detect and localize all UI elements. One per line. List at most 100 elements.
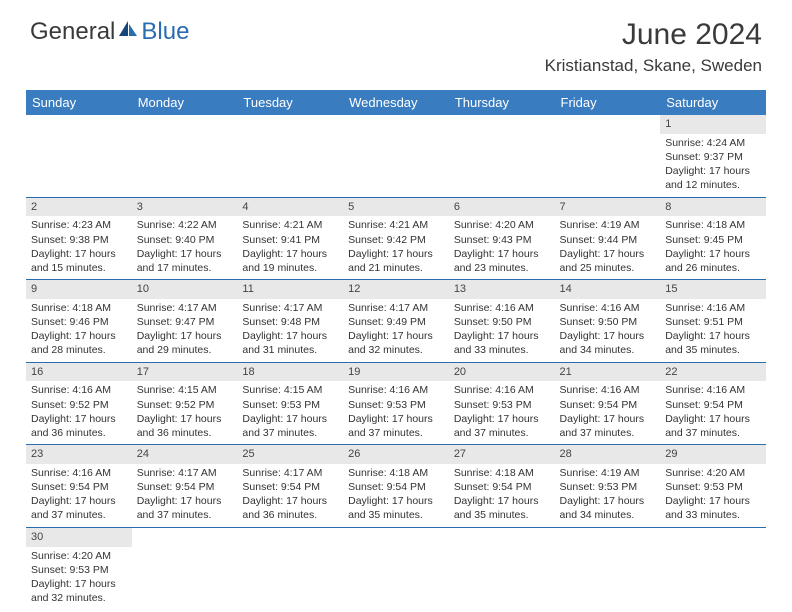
daylight-text-2: and 21 minutes. [348, 261, 444, 275]
daylight-text-1: Daylight: 17 hours [348, 329, 444, 343]
daylight-text-1: Daylight: 17 hours [137, 247, 233, 261]
day-number: 15 [660, 280, 766, 299]
sunset-text: Sunset: 9:54 PM [137, 480, 233, 494]
sunrise-text: Sunrise: 4:21 AM [242, 218, 338, 232]
daylight-text-1: Daylight: 17 hours [560, 329, 656, 343]
page-header: General Blue June 2024 Kristianstad, Ska… [0, 0, 792, 84]
sunset-text: Sunset: 9:54 PM [348, 480, 444, 494]
calendar-day-cell [132, 115, 238, 197]
daylight-text-1: Daylight: 17 hours [454, 247, 550, 261]
daylight-text-1: Daylight: 17 hours [31, 412, 127, 426]
sunset-text: Sunset: 9:51 PM [665, 315, 761, 329]
calendar-day-cell: 14Sunrise: 4:16 AMSunset: 9:50 PMDayligh… [555, 280, 661, 363]
daylight-text-2: and 37 minutes. [137, 508, 233, 522]
calendar-week-row: 1Sunrise: 4:24 AMSunset: 9:37 PMDaylight… [26, 115, 766, 197]
day-number: 23 [26, 445, 132, 464]
sunset-text: Sunset: 9:54 PM [665, 398, 761, 412]
daylight-text-2: and 23 minutes. [454, 261, 550, 275]
day-number: 6 [449, 198, 555, 217]
col-saturday: Saturday [660, 90, 766, 115]
day-number: 22 [660, 363, 766, 382]
logo-text-general: General [30, 18, 115, 46]
calendar-day-cell: 15Sunrise: 4:16 AMSunset: 9:51 PMDayligh… [660, 280, 766, 363]
sunrise-text: Sunrise: 4:17 AM [242, 301, 338, 315]
calendar-day-cell [343, 527, 449, 609]
daylight-text-1: Daylight: 17 hours [454, 412, 550, 426]
daylight-text-1: Daylight: 17 hours [665, 494, 761, 508]
calendar-day-cell: 30Sunrise: 4:20 AMSunset: 9:53 PMDayligh… [26, 527, 132, 609]
daylight-text-1: Daylight: 17 hours [665, 247, 761, 261]
sunrise-text: Sunrise: 4:23 AM [31, 218, 127, 232]
calendar-day-cell [237, 527, 343, 609]
calendar-day-cell: 18Sunrise: 4:15 AMSunset: 9:53 PMDayligh… [237, 362, 343, 445]
day-number: 2 [26, 198, 132, 217]
daylight-text-2: and 25 minutes. [560, 261, 656, 275]
calendar-day-cell [237, 115, 343, 197]
daylight-text-2: and 37 minutes. [560, 426, 656, 440]
sunset-text: Sunset: 9:37 PM [665, 150, 761, 164]
calendar-day-cell: 23Sunrise: 4:16 AMSunset: 9:54 PMDayligh… [26, 445, 132, 528]
daylight-text-1: Daylight: 17 hours [454, 329, 550, 343]
sunrise-text: Sunrise: 4:16 AM [31, 466, 127, 480]
calendar-day-cell: 6Sunrise: 4:20 AMSunset: 9:43 PMDaylight… [449, 197, 555, 280]
day-number: 3 [132, 198, 238, 217]
daylight-text-2: and 15 minutes. [31, 261, 127, 275]
day-number: 24 [132, 445, 238, 464]
col-wednesday: Wednesday [343, 90, 449, 115]
daylight-text-2: and 29 minutes. [137, 343, 233, 357]
daylight-text-2: and 33 minutes. [665, 508, 761, 522]
day-number: 1 [660, 115, 766, 134]
sunset-text: Sunset: 9:53 PM [665, 480, 761, 494]
sunset-text: Sunset: 9:53 PM [454, 398, 550, 412]
sunset-text: Sunset: 9:53 PM [560, 480, 656, 494]
calendar-day-cell: 8Sunrise: 4:18 AMSunset: 9:45 PMDaylight… [660, 197, 766, 280]
calendar-week-row: 2Sunrise: 4:23 AMSunset: 9:38 PMDaylight… [26, 197, 766, 280]
sunrise-text: Sunrise: 4:19 AM [560, 218, 656, 232]
calendar-day-cell [660, 527, 766, 609]
sunset-text: Sunset: 9:47 PM [137, 315, 233, 329]
calendar-day-cell: 22Sunrise: 4:16 AMSunset: 9:54 PMDayligh… [660, 362, 766, 445]
calendar-table: Sunday Monday Tuesday Wednesday Thursday… [26, 90, 766, 609]
col-friday: Friday [555, 90, 661, 115]
calendar-week-row: 30Sunrise: 4:20 AMSunset: 9:53 PMDayligh… [26, 527, 766, 609]
daylight-text-2: and 31 minutes. [242, 343, 338, 357]
sunrise-text: Sunrise: 4:18 AM [348, 466, 444, 480]
daylight-text-2: and 33 minutes. [454, 343, 550, 357]
sunset-text: Sunset: 9:50 PM [560, 315, 656, 329]
sunrise-text: Sunrise: 4:17 AM [137, 466, 233, 480]
sunrise-text: Sunrise: 4:16 AM [348, 383, 444, 397]
col-sunday: Sunday [26, 90, 132, 115]
sail-icon [117, 18, 139, 46]
daylight-text-2: and 35 minutes. [665, 343, 761, 357]
sunrise-text: Sunrise: 4:17 AM [242, 466, 338, 480]
calendar-week-row: 16Sunrise: 4:16 AMSunset: 9:52 PMDayligh… [26, 362, 766, 445]
sunset-text: Sunset: 9:53 PM [31, 563, 127, 577]
daylight-text-1: Daylight: 17 hours [137, 494, 233, 508]
day-number: 29 [660, 445, 766, 464]
calendar-day-cell [26, 115, 132, 197]
sunrise-text: Sunrise: 4:16 AM [560, 301, 656, 315]
daylight-text-2: and 28 minutes. [31, 343, 127, 357]
calendar-day-cell: 3Sunrise: 4:22 AMSunset: 9:40 PMDaylight… [132, 197, 238, 280]
daylight-text-1: Daylight: 17 hours [31, 494, 127, 508]
day-number: 21 [555, 363, 661, 382]
sunrise-text: Sunrise: 4:17 AM [137, 301, 233, 315]
calendar-day-cell [449, 527, 555, 609]
sunrise-text: Sunrise: 4:17 AM [348, 301, 444, 315]
daylight-text-2: and 37 minutes. [348, 426, 444, 440]
calendar-day-cell [343, 115, 449, 197]
sunrise-text: Sunrise: 4:18 AM [454, 466, 550, 480]
daylight-text-2: and 32 minutes. [348, 343, 444, 357]
sunset-text: Sunset: 9:54 PM [242, 480, 338, 494]
sunrise-text: Sunrise: 4:18 AM [665, 218, 761, 232]
sunset-text: Sunset: 9:42 PM [348, 233, 444, 247]
day-number: 7 [555, 198, 661, 217]
calendar-day-cell: 4Sunrise: 4:21 AMSunset: 9:41 PMDaylight… [237, 197, 343, 280]
calendar-day-cell: 5Sunrise: 4:21 AMSunset: 9:42 PMDaylight… [343, 197, 449, 280]
day-number: 30 [26, 528, 132, 547]
sunset-text: Sunset: 9:54 PM [560, 398, 656, 412]
location-text: Kristianstad, Skane, Sweden [545, 56, 762, 76]
sunset-text: Sunset: 9:44 PM [560, 233, 656, 247]
page-title: June 2024 [545, 18, 762, 52]
day-number: 16 [26, 363, 132, 382]
